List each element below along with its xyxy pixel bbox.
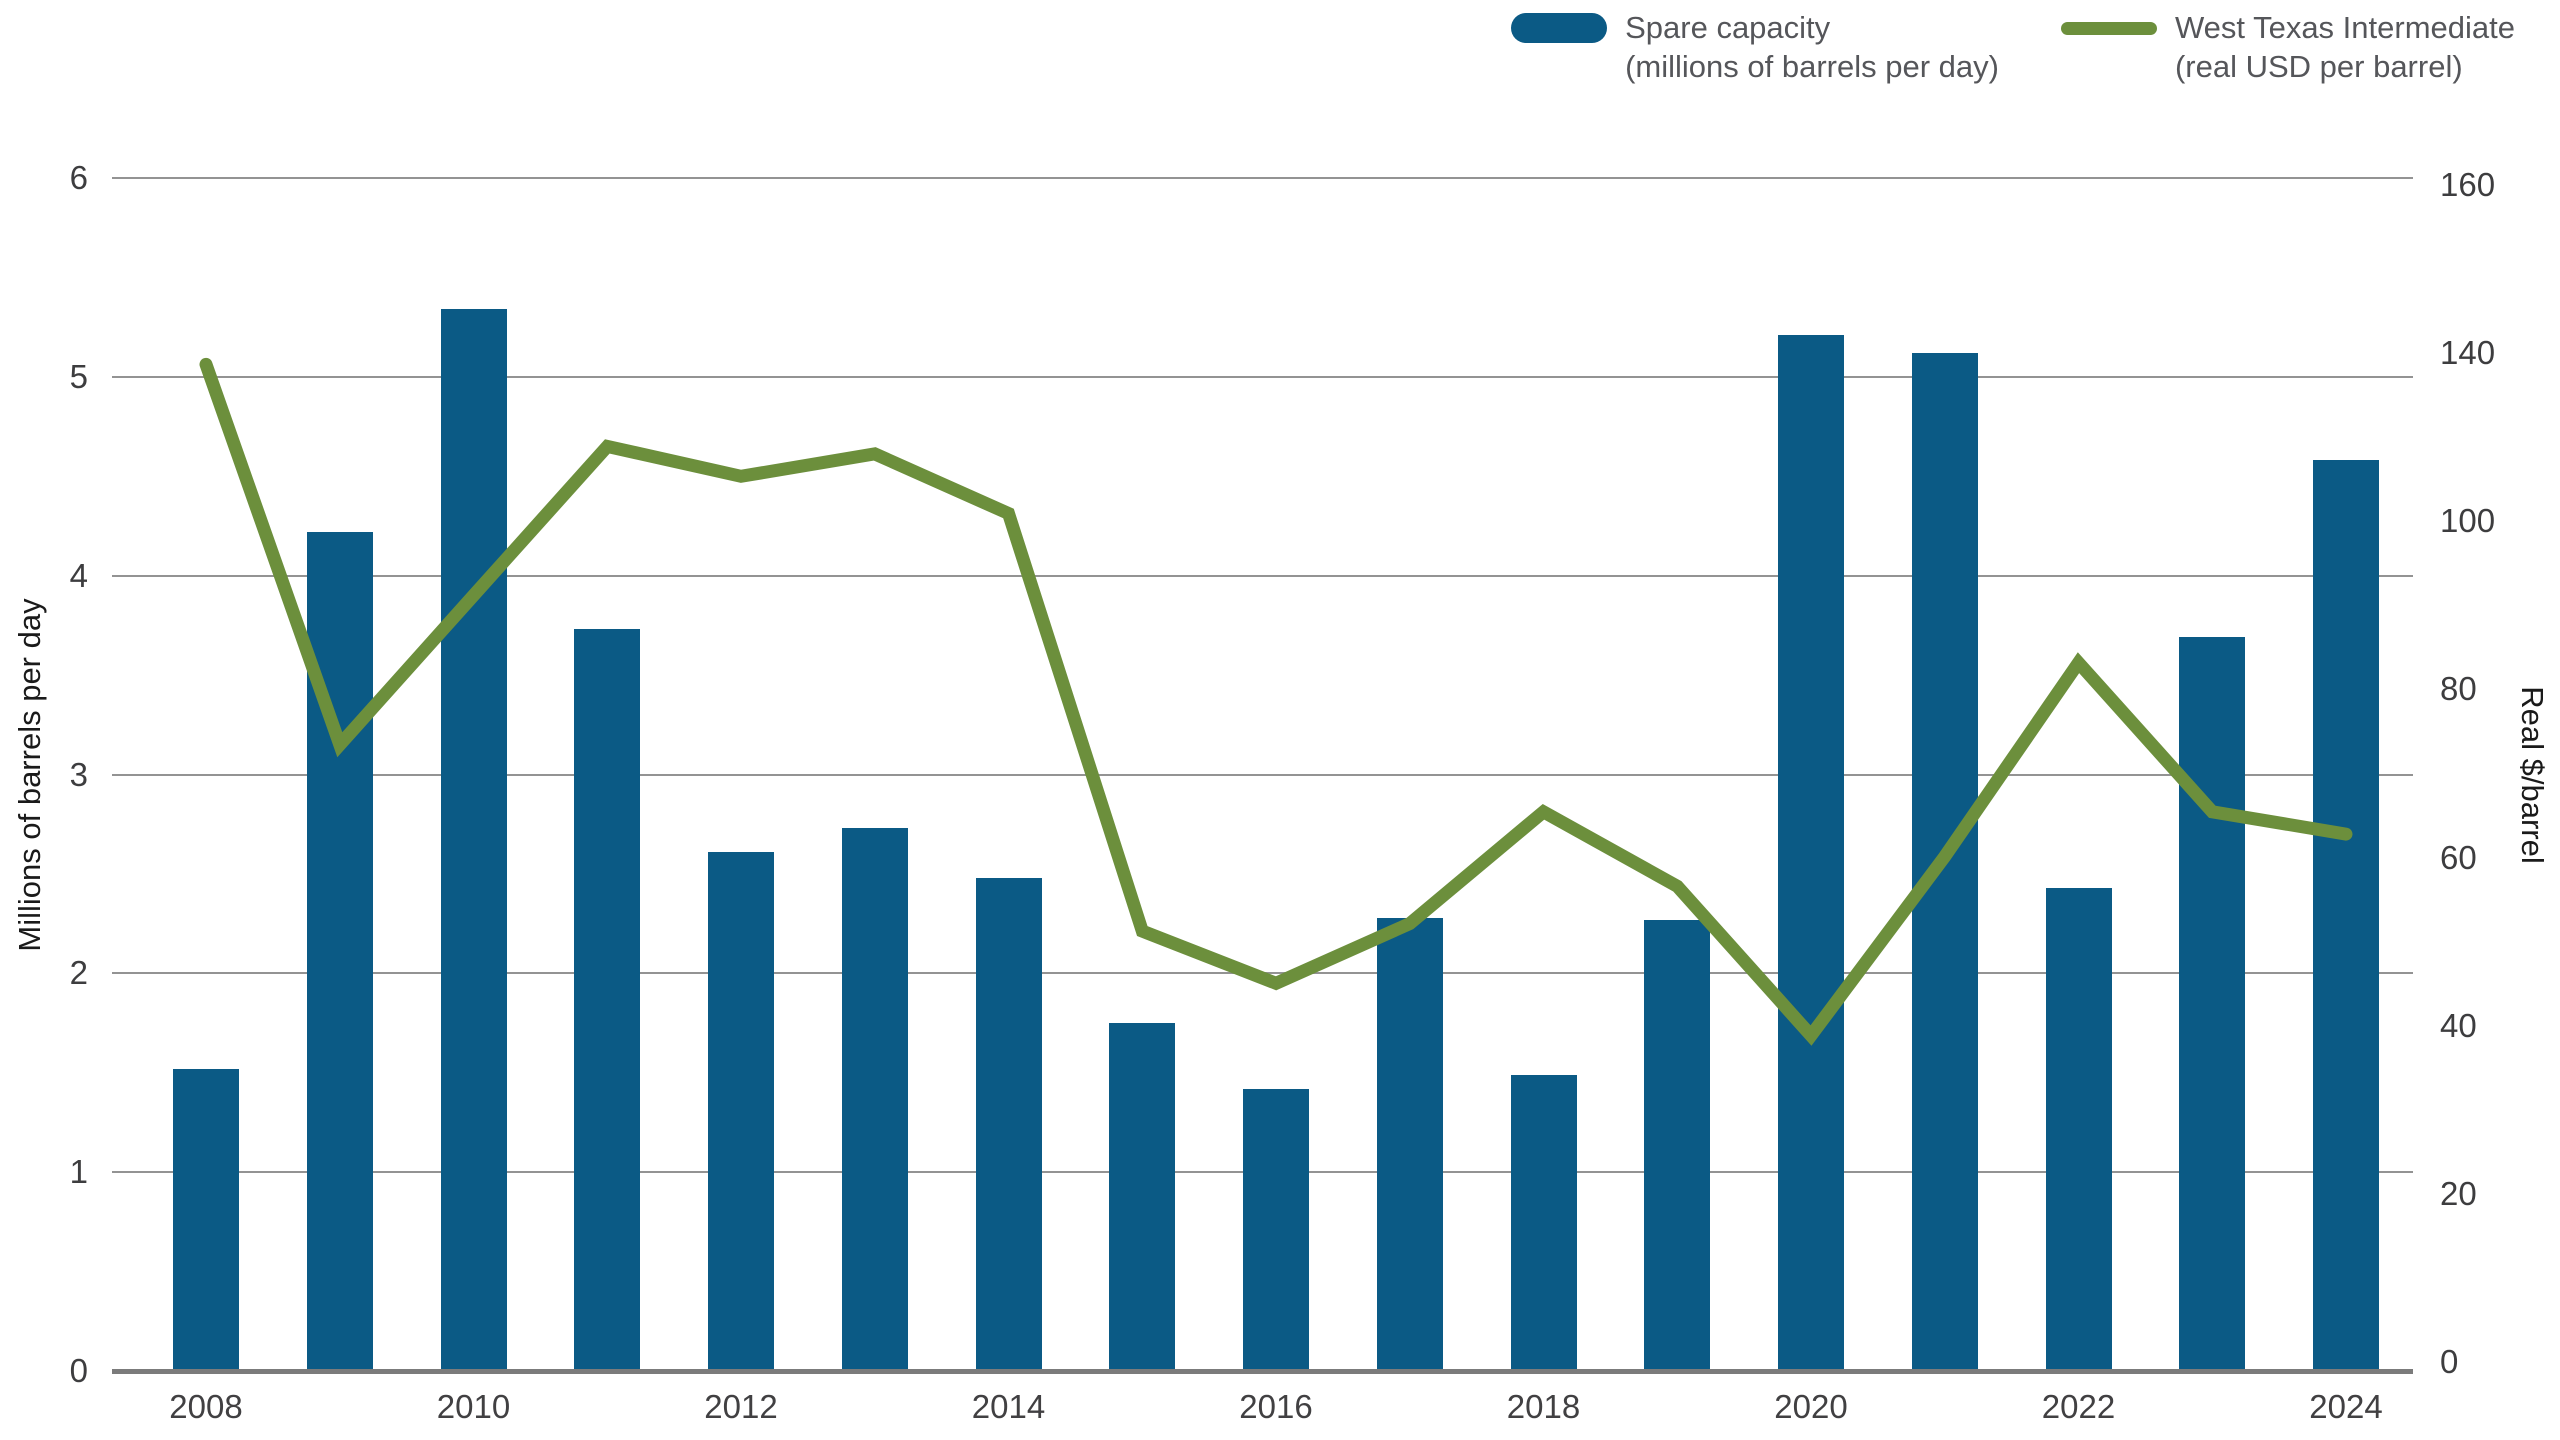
left-axis-tick-label: 6 <box>69 159 88 196</box>
legend-label-line1: Spare capacity <box>1625 10 1831 45</box>
spare-capacity-bar-2019 <box>1644 919 1711 1371</box>
left-axis-tick-label: 0 <box>69 1352 88 1389</box>
plot-area <box>112 177 2413 1374</box>
x-axis-label-2014: 2014 <box>971 1388 1046 1425</box>
x-axis-label-2018: 2018 <box>1506 1388 1581 1425</box>
spare-capacity-bar-2020 <box>1778 335 1844 1371</box>
spare-capacity-bar-2011 <box>574 629 641 1371</box>
right-axis-tick-label: 160 <box>2440 166 2496 203</box>
line-series-swatch-icon <box>2060 22 2157 35</box>
spare-capacity-bar-2018 <box>1510 1074 1577 1371</box>
right-axis-tick-label: 140 <box>2440 334 2496 372</box>
x-axis-label-2012: 2012 <box>704 1388 778 1425</box>
spare-capacity-bar-2022 <box>2045 887 2112 1371</box>
spare-capacity-bar-2024 <box>2313 460 2379 1371</box>
legend-label-spare-capacity: Spare capacity (millions of barrels per … <box>1625 8 1999 86</box>
right-axis-tick-label: 60 <box>2440 838 2477 876</box>
left-axis-tick-label: 4 <box>69 556 88 594</box>
x-axis-line <box>112 1369 2413 1374</box>
spare-capacity-bar-2008 <box>173 1068 239 1371</box>
legend-item-spare-capacity: Spare capacity (millions of barrels per … <box>1511 8 1999 86</box>
legend-label-wti: West Texas Intermediate (real USD per ba… <box>2175 8 2515 86</box>
spare-capacity-bar-2013 <box>841 828 908 1371</box>
spare-capacity-bar-2010 <box>440 309 507 1371</box>
left-axis-tick-label: 3 <box>69 755 88 793</box>
x-axis-label-2024: 2024 <box>2309 1388 2383 1425</box>
legend-label-line2: (millions of barrels per day) <box>1625 49 1999 84</box>
gridline <box>112 177 2413 179</box>
left-axis-tick-label: 1 <box>69 1153 88 1191</box>
right-axis-tick-label: 100 <box>2440 502 2496 540</box>
gridline <box>112 574 2413 577</box>
bar-series-swatch-icon <box>1511 13 1608 43</box>
right-axis-tick-label: 80 <box>2440 670 2477 708</box>
legend-label-line1: West Texas Intermediate <box>2174 10 2515 45</box>
x-axis-label-2008: 2008 <box>169 1388 243 1425</box>
left-axis-tick-label: 2 <box>69 954 88 992</box>
right-axis-title: Real $/barrel <box>2515 686 2550 864</box>
x-axis-label-2010: 2010 <box>436 1388 511 1425</box>
x-axis-label-2020: 2020 <box>1774 1388 1848 1425</box>
wti-line-chart <box>199 357 2353 1046</box>
gridline <box>112 773 2413 776</box>
legend-label-line2: (real USD per barrel) <box>2174 49 2463 84</box>
gridline <box>112 375 2413 378</box>
x-axis-label-2022: 2022 <box>2041 1388 2116 1425</box>
right-axis-tick-label: 20 <box>2440 1174 2477 1212</box>
spare-capacity-bar-2016 <box>1243 1088 1309 1371</box>
chart-legend: Spare capacity (millions of barrels per … <box>1511 8 2515 86</box>
left-axis-tick-label: 5 <box>69 357 88 395</box>
right-axis-tick-label: 0 <box>2440 1343 2459 1380</box>
spare-capacity-bar-2023 <box>2179 637 2246 1371</box>
spare-capacity-bar-2017 <box>1376 917 1443 1371</box>
right-axis-tick-label: 40 <box>2440 1006 2477 1044</box>
x-axis-label-2016: 2016 <box>1239 1388 1313 1425</box>
wti-line <box>199 357 2353 1046</box>
spare-capacity-bar-2012 <box>708 852 774 1371</box>
spare-capacity-bar-2014 <box>975 877 1042 1371</box>
legend-item-wti: West Texas Intermediate (real USD per ba… <box>2060 8 2515 86</box>
spare-capacity-bar-2015 <box>1109 1023 1176 1371</box>
